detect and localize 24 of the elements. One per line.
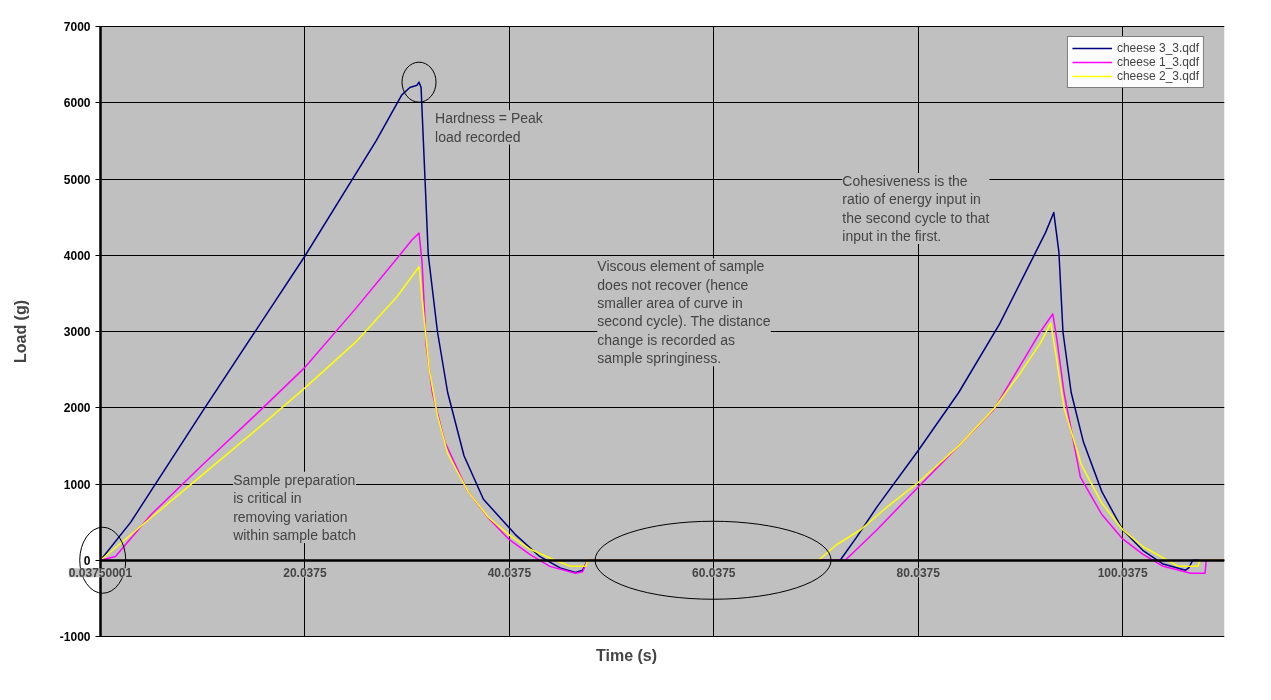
x-tick-label: 40.0375	[487, 566, 532, 581]
y-tick-label: 5000	[63, 172, 91, 187]
x-axis-title: Time (s)	[595, 646, 658, 664]
y-tick-label: 3000	[63, 325, 91, 339]
annotation: Sample preparation is critical in removing variation within sample batch	[232, 471, 357, 543]
legend-label: cheese 2_3.qdf	[1116, 69, 1199, 83]
x-tick-label: 20.0375	[283, 566, 327, 581]
x-tick-label: 0.03750001	[68, 566, 133, 581]
annotation: Cohesiveness is the ratio of energy input in the second cycle to that input in the first.	[842, 172, 990, 245]
legend-label: cheese 1_3.qdf	[1116, 55, 1199, 69]
y-tick-label: -1000	[59, 630, 91, 644]
x-tick-label: 100.0375	[1097, 566, 1149, 581]
annotation: Hardness = Peak load recorded	[435, 110, 544, 145]
y-tick-label: 6000	[63, 96, 91, 111]
x-tick-label: 80.0375	[896, 566, 941, 581]
y-tick-label: 7000	[63, 20, 91, 34]
x-tick-label: 60.0375	[692, 566, 736, 581]
y-tick-label: 2000	[63, 401, 91, 416]
annotation: Viscous element of sample does not recover (hence smaller area of curve in second cycle). The distance change is recorded as sample springiness.	[597, 258, 771, 367]
y-tick-label: 0	[83, 553, 91, 568]
y-tick-label: 1000	[63, 477, 91, 492]
legend-label: cheese 3_3.qdf	[1116, 41, 1199, 55]
y-tick-label: 4000	[63, 248, 91, 263]
y-axis-title: Load (g)	[11, 299, 29, 364]
